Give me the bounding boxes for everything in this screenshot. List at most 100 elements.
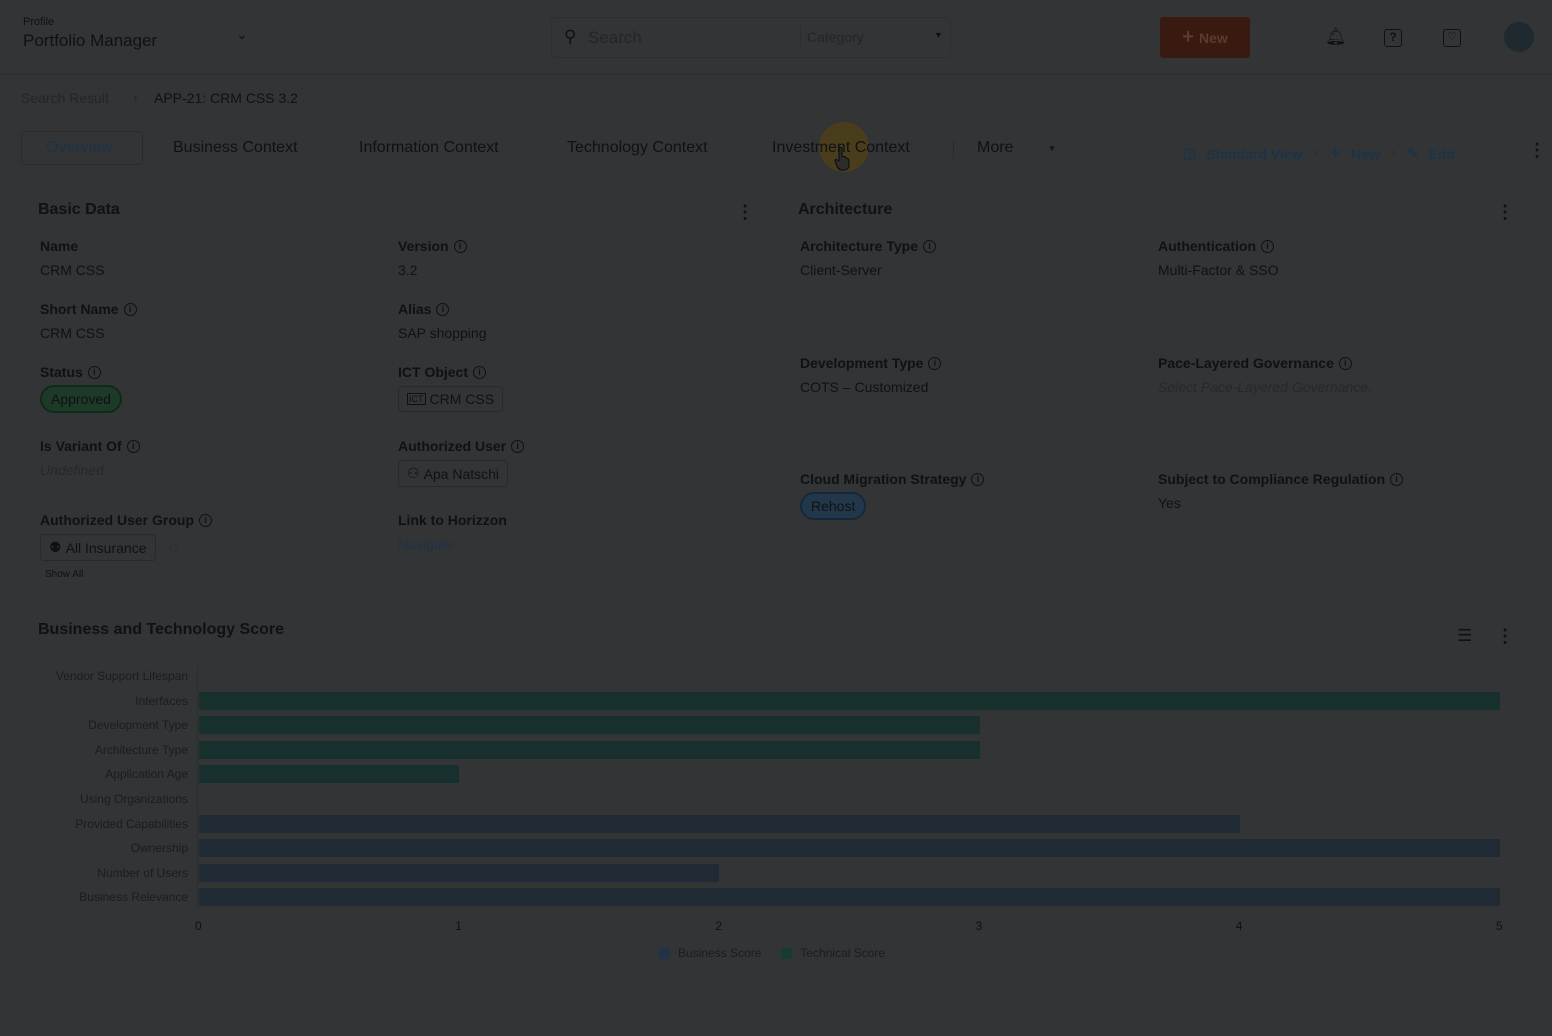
info-icon[interactable]: i	[87, 365, 101, 379]
field-label: Development Type	[800, 355, 924, 371]
field-label: Is Variant Of	[40, 438, 122, 454]
bar-business[interactable]	[199, 814, 1240, 833]
standard-view-button[interactable]: Standard View	[1206, 145, 1303, 162]
ict-icon: ICT	[407, 393, 426, 405]
tab-business-context[interactable]: Business Context	[173, 139, 298, 156]
bar-business[interactable]	[199, 863, 720, 882]
field-label: Authorized User	[398, 438, 507, 454]
chart-legend: Business Score Technical Score	[659, 946, 885, 960]
group-icon: ⚉	[49, 539, 62, 555]
new-menu-button[interactable]: New	[1351, 145, 1380, 162]
chart-menu-icon[interactable]: ⋮	[1496, 626, 1514, 646]
user-group-chip[interactable]: ⚉ All Insurance	[40, 534, 156, 561]
bell-icon[interactable]: 🔔︎	[1325, 27, 1347, 46]
info-icon[interactable]: i	[473, 365, 487, 379]
bar-technical[interactable]	[199, 740, 980, 759]
x-tick-label: 5	[1496, 919, 1503, 933]
architecture-title: Architecture	[798, 201, 893, 218]
more-options-icon[interactable]: ⋮	[1528, 140, 1546, 160]
field-label: Authentication	[1158, 238, 1256, 254]
y-axis	[197, 666, 198, 910]
info-icon[interactable]: i	[1390, 472, 1404, 486]
info-icon[interactable]: i	[928, 356, 942, 370]
edit-button[interactable]: Edit	[1428, 145, 1455, 162]
info-icon[interactable]: i	[971, 472, 985, 486]
info-icon[interactable]: i	[199, 513, 213, 527]
field-value: CRM CSS	[40, 325, 105, 341]
x-tick-label: 0	[195, 919, 202, 933]
new-button[interactable]: + New	[1160, 17, 1250, 58]
field-label: Subject to Compliance Regulation	[1158, 471, 1386, 487]
field-label: Authorized User Group	[40, 512, 195, 528]
field-value: Yes	[1158, 495, 1181, 511]
info-icon[interactable]: i	[923, 239, 936, 253]
favorites-icon[interactable]: ♡	[1443, 29, 1461, 47]
help-icon[interactable]: ?	[1384, 29, 1402, 47]
ict-object-chip[interactable]: ICT CRM CSS	[398, 386, 504, 412]
bar-business[interactable]	[199, 888, 1500, 907]
legend-technical[interactable]: Technical Score	[800, 946, 886, 960]
info-icon[interactable]: i	[123, 302, 137, 316]
basic-data-menu-icon[interactable]: ⋮	[736, 202, 754, 222]
info-icon[interactable]: i	[126, 439, 140, 453]
y-tick-label: Number of Users	[97, 865, 188, 880]
legend-business[interactable]: Business Score	[678, 946, 762, 960]
profile-selector[interactable]: Portfolio Manager	[23, 31, 158, 50]
x-tick-label: 3	[975, 919, 983, 933]
more-groups-count[interactable]: +2	[167, 544, 179, 555]
navigate-link[interactable]: Navigate	[398, 536, 454, 552]
category-select[interactable]: Category	[807, 29, 864, 45]
tab-information-context[interactable]: Information Context	[359, 139, 499, 156]
info-icon[interactable]: i	[1338, 356, 1352, 370]
avatar[interactable]	[1504, 22, 1534, 52]
chevron-down-icon[interactable]: ⌄	[236, 26, 248, 42]
tab-more[interactable]: More	[977, 139, 1014, 156]
bar-technical[interactable]	[199, 691, 1500, 710]
tab-technology-context[interactable]: Technology Context	[567, 139, 708, 156]
field-value: 3.2	[398, 262, 418, 278]
show-all-link[interactable]: Show All	[45, 569, 84, 580]
architecture-menu-icon[interactable]: ⋮	[1496, 202, 1514, 222]
y-tick-label: Interfaces	[135, 693, 188, 708]
x-tick-label: 2	[715, 919, 723, 933]
bar-business[interactable]	[199, 839, 1500, 858]
field-value: SAP shopping	[398, 325, 487, 341]
breadcrumb-parent[interactable]: Search Result	[21, 90, 109, 106]
field-label: Version	[398, 238, 449, 254]
info-icon[interactable]: i	[453, 239, 467, 253]
chart-title: Business and Technology Score	[38, 621, 284, 638]
field-label: Link to Horizzon	[398, 512, 507, 528]
info-icon[interactable]: i	[1261, 239, 1274, 253]
y-tick-label: Using Organizations	[79, 792, 188, 806]
field-label: Alias	[398, 301, 432, 317]
bar-technical[interactable]	[199, 716, 980, 735]
info-icon[interactable]: i	[511, 439, 525, 453]
profile-label: Profile	[23, 16, 55, 28]
y-tick-label: Provided Capabilities	[75, 816, 188, 831]
field-value: Multi-Factor & SSO	[1158, 262, 1279, 278]
field-label: Pace-Layered Governance	[1158, 355, 1334, 371]
field-value: Client-Server	[800, 262, 882, 278]
field-label: Name	[40, 238, 79, 254]
x-tick-label: 1	[455, 919, 462, 933]
panel-icon: ◫	[1183, 145, 1197, 161]
user-icon: ⚇	[407, 465, 420, 481]
y-tick-label: Business Relevance	[79, 890, 188, 905]
field-label: Status	[40, 364, 83, 380]
field-label: Cloud Migration Strategy	[800, 471, 967, 487]
field-value: Undefined	[40, 462, 104, 478]
info-icon[interactable]: i	[436, 302, 450, 316]
list-icon[interactable]: ☰	[1457, 626, 1473, 645]
cursor-hand-icon	[834, 146, 850, 171]
field-value: COTS – Customized	[800, 379, 929, 395]
legend-swatch-technical	[781, 947, 793, 959]
y-tick-label: Vendor Support Lifespan	[55, 669, 188, 683]
search-input[interactable]: Search	[588, 28, 642, 47]
caret-down-icon: ▼	[934, 30, 943, 40]
search-bar: ⚲ Search Category ▼	[551, 17, 951, 58]
user-chip[interactable]: ⚇ Apa Natschi	[398, 460, 509, 487]
bar-technical[interactable]	[199, 765, 460, 784]
cloud-strategy-badge: Rehost	[800, 492, 867, 520]
tab-overview[interactable]: Overview	[46, 139, 113, 156]
y-tick-label: Development Type	[88, 718, 188, 733]
